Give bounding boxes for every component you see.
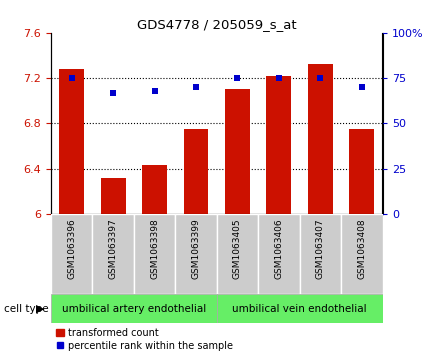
Text: umbilical artery endothelial: umbilical artery endothelial bbox=[62, 303, 206, 314]
Point bbox=[275, 75, 282, 81]
Bar bbox=[308, 64, 333, 214]
Bar bbox=[51, 214, 92, 294]
Text: GSM1063407: GSM1063407 bbox=[316, 218, 325, 279]
Bar bbox=[184, 129, 208, 214]
Bar bbox=[300, 214, 341, 294]
Bar bbox=[217, 214, 258, 294]
Text: GSM1063406: GSM1063406 bbox=[275, 218, 283, 279]
Legend: transformed count, percentile rank within the sample: transformed count, percentile rank withi… bbox=[56, 328, 232, 351]
Bar bbox=[175, 214, 217, 294]
Text: cell type: cell type bbox=[4, 303, 49, 314]
Title: GDS4778 / 205059_s_at: GDS4778 / 205059_s_at bbox=[137, 19, 297, 32]
Point bbox=[151, 88, 158, 94]
Bar bbox=[101, 178, 125, 214]
Bar bbox=[341, 214, 382, 294]
Bar bbox=[225, 89, 250, 214]
Bar bbox=[92, 214, 134, 294]
Bar bbox=[142, 166, 167, 214]
Text: GSM1063399: GSM1063399 bbox=[192, 218, 201, 279]
Text: umbilical vein endothelial: umbilical vein endothelial bbox=[232, 303, 367, 314]
Bar bbox=[134, 214, 175, 294]
Text: GSM1063398: GSM1063398 bbox=[150, 218, 159, 279]
Bar bbox=[258, 214, 300, 294]
Bar bbox=[51, 294, 217, 323]
Text: GSM1063397: GSM1063397 bbox=[109, 218, 118, 279]
Text: GSM1063408: GSM1063408 bbox=[357, 218, 366, 279]
Point bbox=[110, 90, 116, 95]
Point bbox=[234, 75, 241, 81]
Text: ▶: ▶ bbox=[36, 303, 45, 314]
Bar bbox=[217, 294, 382, 323]
Point bbox=[68, 75, 75, 81]
Point bbox=[193, 84, 199, 90]
Bar bbox=[266, 76, 291, 214]
Bar bbox=[59, 69, 84, 214]
Point bbox=[317, 75, 324, 81]
Text: GSM1063396: GSM1063396 bbox=[67, 218, 76, 279]
Point bbox=[358, 84, 365, 90]
Text: GSM1063405: GSM1063405 bbox=[233, 218, 242, 279]
Bar bbox=[349, 129, 374, 214]
